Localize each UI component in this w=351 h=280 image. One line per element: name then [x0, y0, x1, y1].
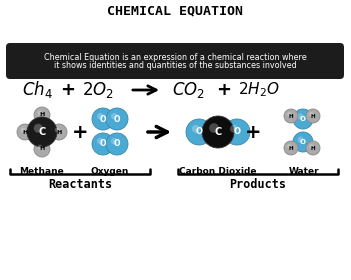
Circle shape: [38, 144, 42, 150]
Text: O: O: [114, 115, 120, 123]
Text: O: O: [100, 115, 106, 123]
Circle shape: [186, 119, 212, 145]
Text: H: H: [57, 129, 62, 134]
Circle shape: [92, 108, 114, 130]
Circle shape: [287, 112, 291, 116]
Text: O: O: [114, 139, 120, 148]
Circle shape: [298, 137, 304, 143]
Text: O: O: [300, 116, 306, 122]
Circle shape: [38, 111, 42, 115]
Circle shape: [306, 141, 320, 155]
Circle shape: [309, 112, 313, 116]
Circle shape: [309, 144, 313, 148]
Text: O: O: [100, 139, 106, 148]
Circle shape: [51, 124, 67, 140]
FancyBboxPatch shape: [6, 43, 344, 79]
Circle shape: [202, 116, 234, 148]
Circle shape: [306, 109, 320, 123]
Circle shape: [111, 113, 118, 120]
Text: H: H: [39, 113, 45, 118]
Circle shape: [97, 113, 104, 120]
Circle shape: [298, 113, 304, 120]
Text: H: H: [289, 113, 293, 118]
Text: H: H: [22, 129, 28, 134]
Circle shape: [106, 108, 128, 130]
Text: Products: Products: [230, 178, 286, 191]
Circle shape: [284, 141, 298, 155]
Circle shape: [224, 119, 250, 145]
Circle shape: [55, 128, 59, 132]
Circle shape: [284, 109, 298, 123]
Text: C: C: [38, 127, 46, 137]
Text: Water: Water: [289, 167, 319, 176]
Text: Carbon Dioxide: Carbon Dioxide: [179, 167, 257, 176]
Circle shape: [34, 141, 50, 157]
Circle shape: [92, 133, 114, 155]
Circle shape: [27, 117, 57, 147]
Circle shape: [192, 125, 200, 133]
Text: CHEMICAL EQUATION: CHEMICAL EQUATION: [107, 4, 243, 17]
Circle shape: [34, 107, 50, 123]
Text: $2H_2O$: $2H_2O$: [238, 81, 280, 99]
Circle shape: [21, 128, 25, 132]
Circle shape: [106, 133, 128, 155]
Circle shape: [209, 123, 219, 133]
Circle shape: [97, 138, 104, 144]
Text: +: +: [72, 123, 88, 141]
Text: H: H: [289, 146, 293, 151]
Text: O: O: [300, 139, 306, 145]
Circle shape: [293, 132, 313, 152]
Text: Reactants: Reactants: [48, 178, 112, 191]
Text: Methane: Methane: [20, 167, 64, 176]
Text: O: O: [233, 127, 240, 137]
Text: it shows identities and quantities of the substances involved: it shows identities and quantities of th…: [54, 62, 296, 71]
Circle shape: [111, 138, 118, 144]
Text: +: +: [245, 123, 261, 141]
Circle shape: [287, 144, 291, 148]
Circle shape: [293, 109, 313, 129]
Text: O: O: [196, 127, 203, 137]
Text: Oxygen: Oxygen: [91, 167, 129, 176]
Text: H: H: [311, 146, 315, 151]
Text: C: C: [214, 127, 221, 137]
Text: +: +: [60, 81, 75, 99]
Text: $2O_2$: $2O_2$: [82, 80, 114, 100]
Text: H: H: [39, 146, 45, 151]
Circle shape: [17, 124, 33, 140]
Circle shape: [230, 125, 238, 133]
Text: $\mathit{CO}_2$: $\mathit{CO}_2$: [172, 80, 205, 100]
Text: +: +: [217, 81, 232, 99]
Text: H: H: [311, 113, 315, 118]
Circle shape: [34, 124, 43, 133]
Text: Chemical Equation is an expression of a chemical reaction where: Chemical Equation is an expression of a …: [44, 53, 306, 62]
Text: $\mathit{Ch}_4$: $\mathit{Ch}_4$: [22, 80, 53, 101]
